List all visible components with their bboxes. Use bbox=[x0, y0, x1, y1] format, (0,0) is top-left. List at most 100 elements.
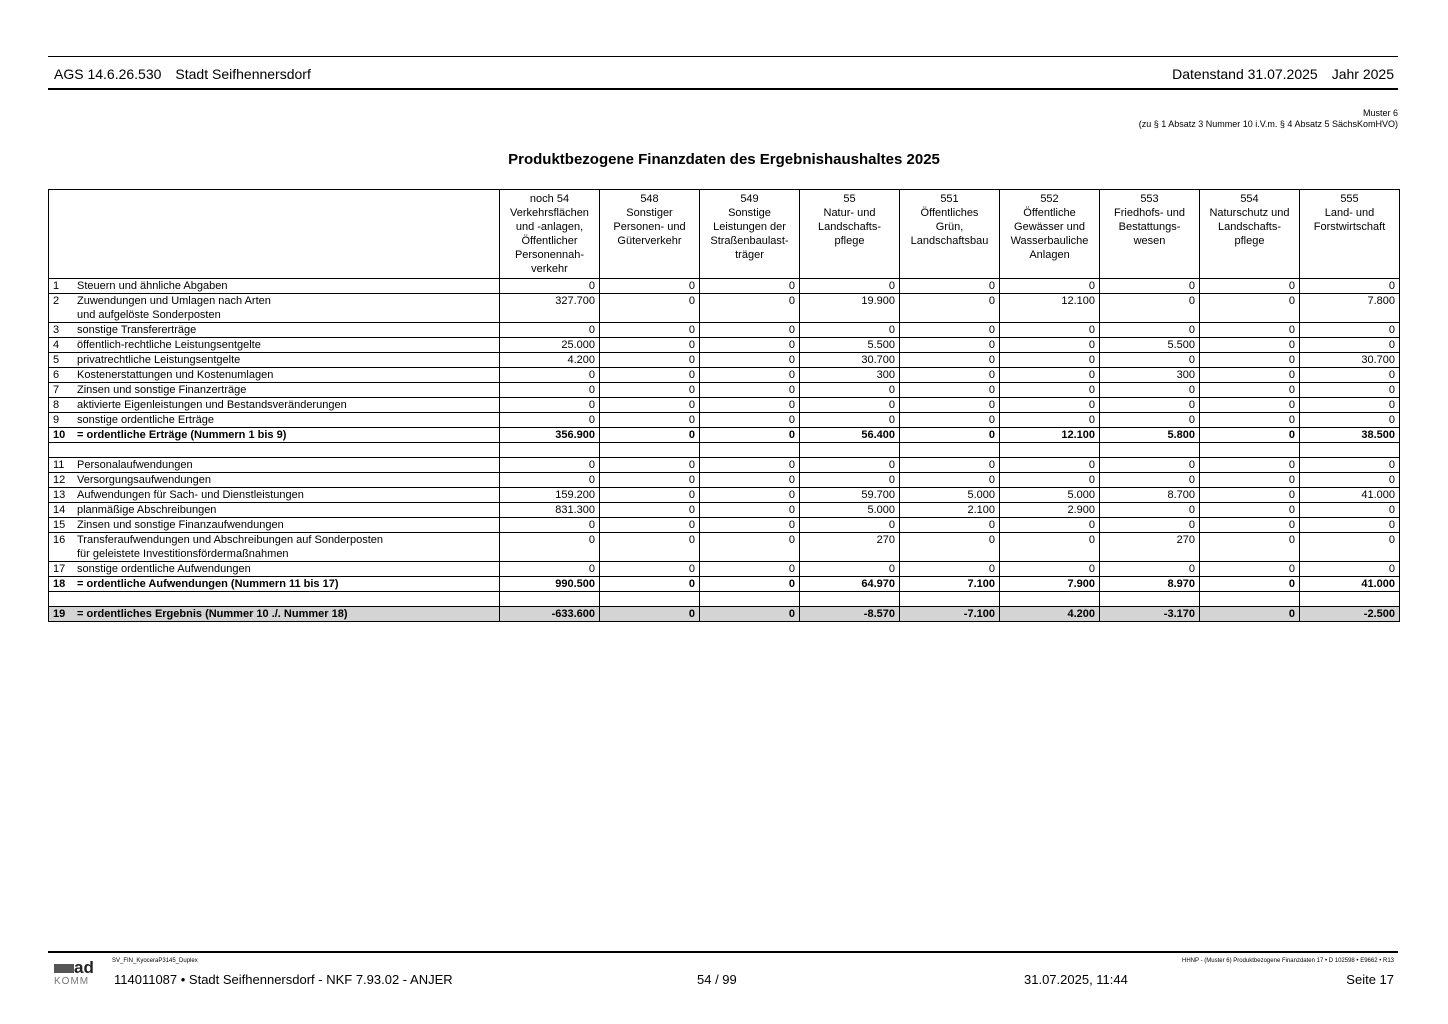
value-cell: 0 bbox=[1299, 472, 1400, 488]
row-label: sonstige ordentliche Aufwendungen bbox=[77, 563, 251, 575]
value-cell: 0 bbox=[1199, 293, 1300, 323]
value-cell: 0 bbox=[799, 517, 900, 533]
row-label: öffentlich-rechtliche Leistungsentgelte bbox=[77, 339, 261, 351]
table-row: 2 Zuwendungen und Umlagen nach Arten und … bbox=[48, 293, 1400, 323]
value-cell: 25.000 bbox=[499, 337, 600, 353]
value-cell: 5.500 bbox=[1099, 337, 1200, 353]
row-label-cell: 10 = ordentliche Erträge (Nummern 1 bis 9… bbox=[48, 427, 500, 443]
value-cell bbox=[499, 591, 600, 607]
value-cell: 8.700 bbox=[1099, 487, 1200, 503]
value-cell: 0 bbox=[1299, 397, 1400, 413]
printer-name: SV_FIN_KyoceraP3145_Duplex bbox=[112, 958, 198, 964]
row-number: 6 bbox=[53, 369, 60, 381]
value-cell: 0 bbox=[499, 517, 600, 533]
value-cell: 0 bbox=[799, 561, 900, 577]
ags-code: AGS 14.6.26.530 bbox=[54, 66, 162, 82]
value-cell: 0 bbox=[1299, 561, 1400, 577]
value-cell: 0 bbox=[899, 412, 1000, 428]
value-cell: 0 bbox=[1199, 382, 1300, 398]
value-cell: 0 bbox=[1299, 517, 1400, 533]
value-cell: 0 bbox=[899, 427, 1000, 443]
header-top-rule bbox=[48, 56, 1398, 57]
value-cell: 12.100 bbox=[999, 427, 1100, 443]
table-row: 15 Zinsen und sonstige Finanzaufwendungen… bbox=[48, 517, 1400, 533]
value-cell: 0 bbox=[999, 517, 1100, 533]
header-right: Datenstand 31.07.2025 Jahr 2025 bbox=[1158, 66, 1394, 82]
value-cell: 5.500 bbox=[799, 337, 900, 353]
value-cell bbox=[999, 442, 1100, 458]
row-label: = ordentliche Erträge (Nummern 1 bis 9) bbox=[77, 429, 287, 441]
row-number: 12 bbox=[53, 474, 66, 486]
value-cell: 5.000 bbox=[999, 487, 1100, 503]
value-cell: 0 bbox=[699, 532, 800, 562]
row-label-cell: 9 sonstige ordentliche Erträge bbox=[48, 412, 500, 428]
value-cell: 270 bbox=[799, 532, 900, 562]
value-cell: 0 bbox=[599, 337, 700, 353]
value-cell: 0 bbox=[1199, 337, 1300, 353]
value-cell: 0 bbox=[699, 397, 800, 413]
value-cell: 0 bbox=[1299, 278, 1400, 294]
value-cell: 0 bbox=[599, 606, 700, 622]
table-row: 5 privatrechtliche Leistungsentgelte 4.200… bbox=[48, 352, 1400, 368]
value-cell bbox=[799, 591, 900, 607]
value-cell: 0 bbox=[499, 457, 600, 473]
value-cell: 0 bbox=[899, 561, 1000, 577]
row-label: sonstige ordentliche Erträge bbox=[77, 414, 214, 426]
value-cell: 0 bbox=[799, 322, 900, 338]
value-cell: 0 bbox=[1199, 457, 1300, 473]
value-cell: 300 bbox=[799, 367, 900, 383]
value-cell: 30.700 bbox=[799, 352, 900, 368]
value-cell: 0 bbox=[1299, 457, 1400, 473]
value-cell bbox=[1099, 442, 1200, 458]
row-label: aktivierte Eigenleistungen und Bestandsv… bbox=[77, 399, 347, 411]
row-number: 14 bbox=[53, 504, 66, 516]
value-cell: 38.500 bbox=[1299, 427, 1400, 443]
row-label-cell: 7 Zinsen und sonstige Finanzerträge bbox=[48, 382, 500, 398]
value-cell: 270 bbox=[1099, 532, 1200, 562]
value-cell: 0 bbox=[899, 532, 1000, 562]
value-cell: 0 bbox=[1199, 427, 1300, 443]
value-cell: 0 bbox=[1199, 278, 1300, 294]
value-cell: 0 bbox=[999, 412, 1100, 428]
value-cell: 0 bbox=[699, 427, 800, 443]
value-cell: 0 bbox=[999, 472, 1100, 488]
value-cell: 0 bbox=[699, 457, 800, 473]
value-cell: 0 bbox=[599, 293, 700, 323]
row-label-cell: 12 Versorgungsaufwendungen bbox=[48, 472, 500, 488]
row-label-cell: 6 Kostenerstattungen und Kostenumlagen bbox=[48, 367, 500, 383]
svg-text:KOMM: KOMM bbox=[54, 976, 89, 986]
spacer-row bbox=[48, 591, 1400, 607]
value-cell: 0 bbox=[1299, 532, 1400, 562]
value-cell: 0 bbox=[899, 278, 1000, 294]
row-number: 2 bbox=[53, 295, 60, 307]
value-cell: 356.900 bbox=[499, 427, 600, 443]
value-cell: 0 bbox=[499, 472, 600, 488]
row-label-cell: 8 aktivierte Eigenleistungen und Bestands… bbox=[48, 397, 500, 413]
value-cell: 7.900 bbox=[999, 576, 1100, 592]
row-number: 11 bbox=[53, 459, 65, 471]
value-cell: 8.970 bbox=[1099, 576, 1200, 592]
row-label: = ordentliche Aufwendungen (Nummern 11 b… bbox=[77, 578, 339, 590]
value-cell: 0 bbox=[799, 457, 900, 473]
value-cell: 4.200 bbox=[999, 606, 1100, 622]
value-cell: 0 bbox=[999, 382, 1100, 398]
value-cell: 0 bbox=[1099, 278, 1200, 294]
muster-line1: Muster 6 bbox=[1362, 108, 1398, 118]
row-number: 10 bbox=[53, 429, 66, 441]
value-cell: 41.000 bbox=[1299, 576, 1400, 592]
table-row: 12 Versorgungsaufwendungen 0 0 0 0 0 0 0 0 0 bbox=[48, 472, 1400, 488]
value-cell bbox=[1299, 442, 1400, 458]
table-row: 18 = ordentliche Aufwendungen (Nummern 11… bbox=[48, 576, 1400, 592]
value-cell: 7.800 bbox=[1299, 293, 1400, 323]
row-label: sonstige Transfererträge bbox=[77, 324, 197, 336]
row-label: planmäßige Abschreibungen bbox=[77, 504, 217, 516]
row-label-cell: 3 sonstige Transfererträge bbox=[48, 322, 500, 338]
row-number: 19 bbox=[53, 608, 66, 620]
row-label-cell bbox=[48, 442, 500, 458]
value-cell: 0 bbox=[1099, 561, 1200, 577]
value-cell bbox=[1099, 591, 1200, 607]
value-cell: 0 bbox=[1099, 472, 1200, 488]
value-cell: 0 bbox=[1199, 472, 1300, 488]
value-cell: 0 bbox=[599, 322, 700, 338]
value-cell: 0 bbox=[1099, 457, 1200, 473]
